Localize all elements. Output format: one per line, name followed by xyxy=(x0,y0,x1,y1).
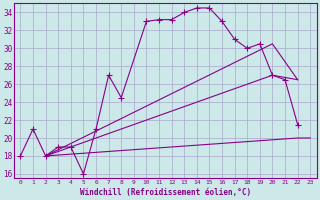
X-axis label: Windchill (Refroidissement éolien,°C): Windchill (Refroidissement éolien,°C) xyxy=(80,188,251,197)
